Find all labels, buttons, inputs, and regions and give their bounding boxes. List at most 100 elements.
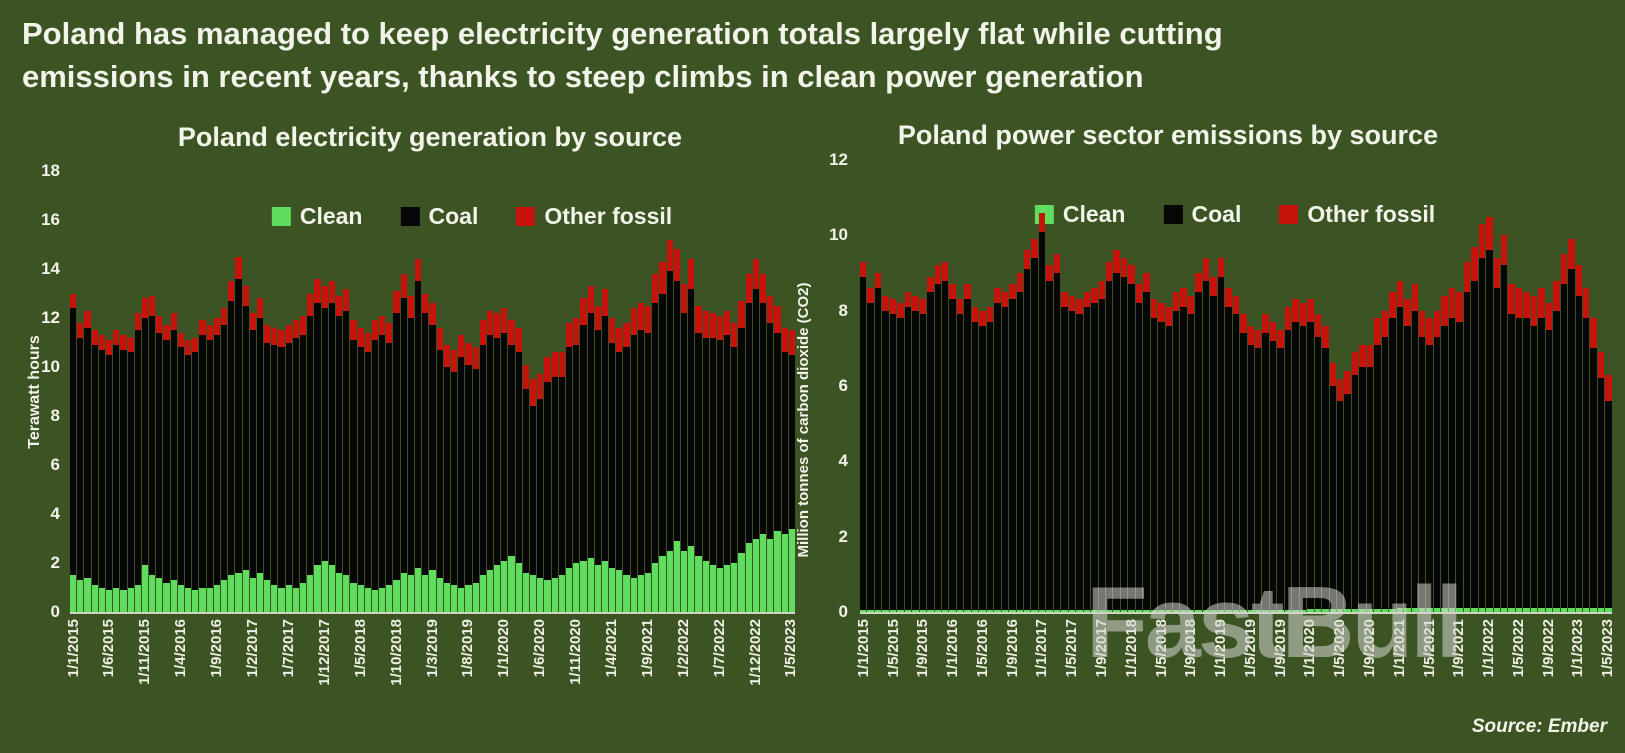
bar-segment-other — [623, 322, 630, 348]
bar-1/2/2022 — [680, 171, 688, 612]
bar-1/11/2022 — [745, 171, 752, 612]
bar-1/5/2015 — [98, 171, 105, 612]
bar-segment-clean — [1471, 608, 1478, 612]
bar-1/8/2017 — [1091, 160, 1098, 612]
bar-segment-other — [264, 325, 271, 343]
bar-segment-other — [1471, 246, 1478, 281]
bar-segment-clean — [199, 587, 206, 612]
bar-1/7/2021 — [1441, 160, 1448, 612]
bar-segment-coal — [307, 315, 314, 576]
bar-segment-clean — [1426, 608, 1433, 612]
bar-segment-coal — [1299, 325, 1307, 611]
bar-segment-other — [1232, 295, 1240, 315]
bar-segment-coal — [1061, 306, 1068, 611]
bar-segment-other — [141, 298, 149, 319]
bar-segment-coal — [134, 330, 141, 586]
bar-segment-other — [904, 291, 912, 307]
emissions-chart-title: Poland power sector emissions by source — [897, 120, 1439, 150]
bar-segment-clean — [702, 560, 709, 612]
bar-segment-other — [415, 259, 422, 282]
y-tick-label: 2 — [838, 526, 848, 546]
x-tick-label: 1/1/2015 — [854, 619, 872, 678]
x-tick-label: 1/1/2020 — [495, 619, 513, 678]
bar-segment-clean — [256, 572, 264, 612]
bar-segment-clean — [1076, 610, 1083, 612]
bar-segment-clean — [919, 610, 927, 612]
bar-1/10/2017 — [1105, 160, 1113, 612]
bar-segment-clean — [1575, 608, 1582, 612]
bar-segment-clean — [956, 610, 964, 612]
bar-segment-other — [105, 340, 113, 355]
bar-segment-clean — [235, 572, 242, 612]
bar-1/10/2015 — [134, 171, 141, 612]
bar-segment-clean — [1255, 610, 1262, 612]
bar-1/2/2016 — [956, 160, 964, 612]
bar-1/4/2022 — [695, 171, 702, 612]
bar-segment-clean — [220, 580, 228, 612]
bar-segment-coal — [292, 337, 299, 588]
bar-segment-coal — [609, 342, 616, 568]
bar-segment-other — [752, 259, 759, 289]
bar-1/11/2015 — [141, 171, 149, 612]
bar-segment-coal — [738, 327, 745, 554]
bar-segment-clean — [1232, 610, 1240, 612]
bar-segment-coal — [508, 344, 515, 556]
x-tick-label: 1/1/2016 — [944, 619, 962, 678]
bar-1/7/2022 — [1530, 160, 1538, 612]
bar-segment-other — [479, 320, 486, 345]
bar-segment-clean — [752, 538, 759, 612]
bar-segment-coal — [1105, 280, 1113, 611]
bar-segment-clean — [1523, 608, 1530, 612]
bar-segment-coal — [465, 364, 472, 586]
bar-segment-clean — [1225, 610, 1232, 612]
bar-segment-clean — [616, 570, 623, 612]
bar-segment-clean — [1433, 608, 1441, 612]
bar-segment-other — [702, 310, 709, 338]
bar-segment-clean — [1165, 610, 1173, 612]
bar-segment-coal — [400, 298, 407, 573]
bar-1/6/2018 — [364, 171, 371, 612]
bar-1/12/2019 — [1299, 160, 1307, 612]
bar-segment-clean — [307, 575, 314, 612]
legend-label-other-fossil: Other fossil — [1307, 201, 1436, 227]
bar-segment-coal — [1597, 378, 1605, 609]
source-credit: Source: Ember — [1471, 716, 1607, 737]
x-tick-label: 1/12/2022 — [746, 619, 764, 686]
bar-segment-coal — [472, 369, 479, 583]
bar-segment-coal — [630, 335, 637, 578]
bar-segment-clean — [680, 550, 688, 612]
bar-1/1/2018 — [1128, 160, 1135, 612]
bar-1/8/2017 — [292, 171, 299, 612]
bar-segment-clean — [1456, 608, 1463, 612]
bar-segment-coal — [1366, 367, 1374, 609]
bar-segment-other — [979, 310, 986, 326]
bar-segment-coal — [1038, 231, 1046, 611]
bar-segment-other — [1240, 314, 1247, 334]
bar-segment-coal — [278, 347, 285, 588]
bar-1/12/2015 — [149, 171, 156, 612]
bar-segment-coal — [1284, 329, 1292, 611]
bar-segment-coal — [1120, 276, 1128, 611]
bar-segment-clean — [486, 570, 494, 612]
bar-1/9/2022 — [731, 171, 738, 612]
bar-segment-coal — [1232, 314, 1240, 611]
x-tick-label: 1/10/2018 — [387, 619, 405, 686]
bar-segment-clean — [350, 582, 357, 612]
bar-segment-other — [659, 261, 666, 294]
bar-1/9/2021 — [1456, 160, 1463, 612]
bar-1/5/2017 — [1068, 160, 1076, 612]
bar-segment-other — [1463, 261, 1471, 292]
bar-1/10/2018 — [1195, 160, 1202, 612]
bar-segment-coal — [1478, 257, 1486, 609]
bar-segment-clean — [458, 587, 465, 612]
bar-segment-other — [1217, 257, 1225, 277]
bar-segment-other — [616, 327, 623, 353]
bar-segment-other — [544, 357, 551, 382]
legend-label-other-fossil: Other fossil — [544, 203, 673, 229]
x-tick-label: 1/9/2016 — [1003, 619, 1021, 678]
bar-segment-coal — [127, 352, 134, 588]
bar-segment-clean — [494, 565, 501, 612]
bar-segment-other — [1046, 265, 1053, 281]
bar-segment-coal — [1500, 265, 1508, 609]
bar-1/2/2018 — [1135, 160, 1143, 612]
